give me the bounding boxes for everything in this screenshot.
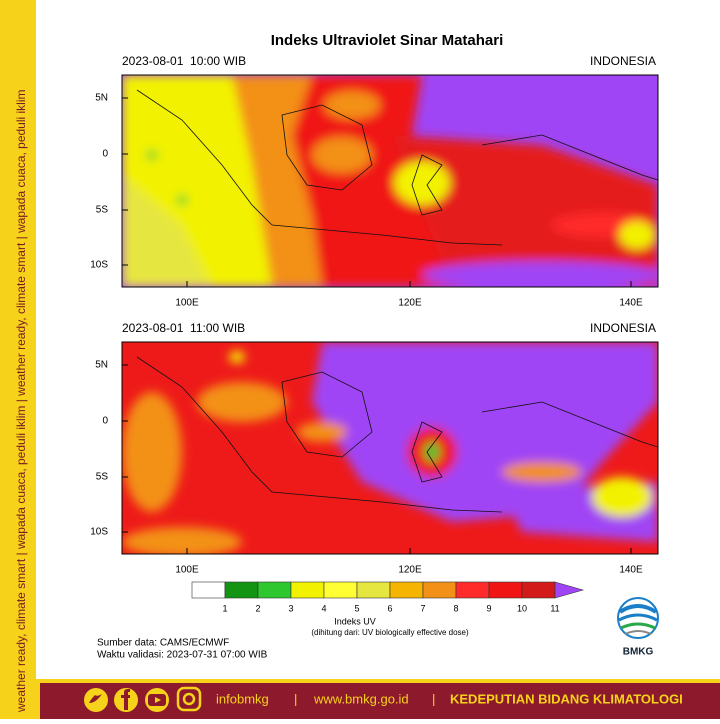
lat-label: 5S bbox=[96, 205, 109, 216]
lat-label: 5N bbox=[95, 360, 108, 371]
color-box bbox=[191, 581, 226, 599]
colorbar: 1 2 3 4 5 6 7 8 9 10 11 bbox=[191, 581, 585, 613]
colorbar-tick: 4 bbox=[321, 603, 326, 613]
title: Indeks Ultraviolet Sinar Matahari bbox=[271, 32, 504, 49]
logo-text: BMKG bbox=[623, 647, 654, 658]
social-icons bbox=[84, 686, 202, 712]
colorbar-label: Indeks UV bbox=[334, 616, 376, 626]
sidebar bbox=[0, 0, 36, 719]
color-box bbox=[257, 581, 292, 599]
colorbar-tick: 2 bbox=[255, 603, 260, 613]
color-box bbox=[422, 581, 457, 599]
color-box bbox=[356, 581, 391, 599]
footer-separator: | bbox=[432, 691, 435, 706]
logo: BMKG bbox=[617, 597, 659, 658]
lon-label: 100E bbox=[175, 298, 199, 309]
colorbar-note: (dihitung dari: UV biologically effectiv… bbox=[311, 628, 469, 637]
color-box bbox=[488, 581, 523, 599]
color-box bbox=[224, 581, 259, 599]
color-arrow bbox=[554, 581, 585, 599]
lon-label: 100E bbox=[175, 565, 199, 576]
source: Sumber data: CAMS/ECMWF bbox=[97, 638, 229, 649]
footer-separator: | bbox=[294, 691, 297, 706]
lat-label: 10S bbox=[90, 260, 108, 271]
footer-website: www.bmkg.go.id bbox=[313, 691, 409, 706]
sidebar-text: weather ready, climate smart | wapada cu… bbox=[14, 89, 28, 713]
lat-label: 0 bbox=[102, 149, 108, 160]
colorbar-tick: 11 bbox=[550, 603, 559, 613]
lon-label: 140E bbox=[619, 565, 643, 576]
color-box bbox=[521, 581, 556, 599]
colorbar-tick: 10 bbox=[517, 603, 527, 613]
validity: Waktu validasi: 2023-07-31 07:00 WIB bbox=[97, 650, 268, 661]
lat-label: 5S bbox=[96, 472, 109, 483]
lat-label: 5N bbox=[95, 93, 108, 104]
colorbar-tick: 8 bbox=[453, 603, 458, 613]
colorbar-tick: 9 bbox=[486, 603, 491, 613]
colorbar-tick: 1 bbox=[222, 603, 227, 613]
color-box bbox=[455, 581, 490, 599]
color-box bbox=[389, 581, 424, 599]
lon-label: 140E bbox=[619, 298, 643, 309]
uv-map bbox=[121, 74, 659, 288]
lon-label: 120E bbox=[398, 565, 422, 576]
map-region: INDONESIA bbox=[590, 54, 656, 68]
map-datetime: 2023-08-01 11:00 WIB bbox=[122, 321, 245, 335]
map-region: INDONESIA bbox=[590, 321, 656, 335]
footer-handle: infobmkg bbox=[216, 691, 269, 706]
colorbar-tick: 3 bbox=[288, 603, 293, 613]
colorbar-tick: 7 bbox=[420, 603, 425, 613]
colorbar-tick: 5 bbox=[354, 603, 359, 613]
color-box bbox=[290, 581, 325, 599]
lon-label: 120E bbox=[398, 298, 422, 309]
map-datetime: 2023-08-01 10:00 WIB bbox=[122, 54, 246, 68]
uv-map bbox=[121, 341, 659, 555]
color-box bbox=[323, 581, 358, 599]
lat-label: 10S bbox=[90, 527, 108, 538]
colorbar-tick: 6 bbox=[387, 603, 392, 613]
lat-label: 0 bbox=[102, 416, 108, 427]
footer-department: KEDEPUTIAN BIDANG KLIMATOLOGI bbox=[450, 691, 683, 706]
